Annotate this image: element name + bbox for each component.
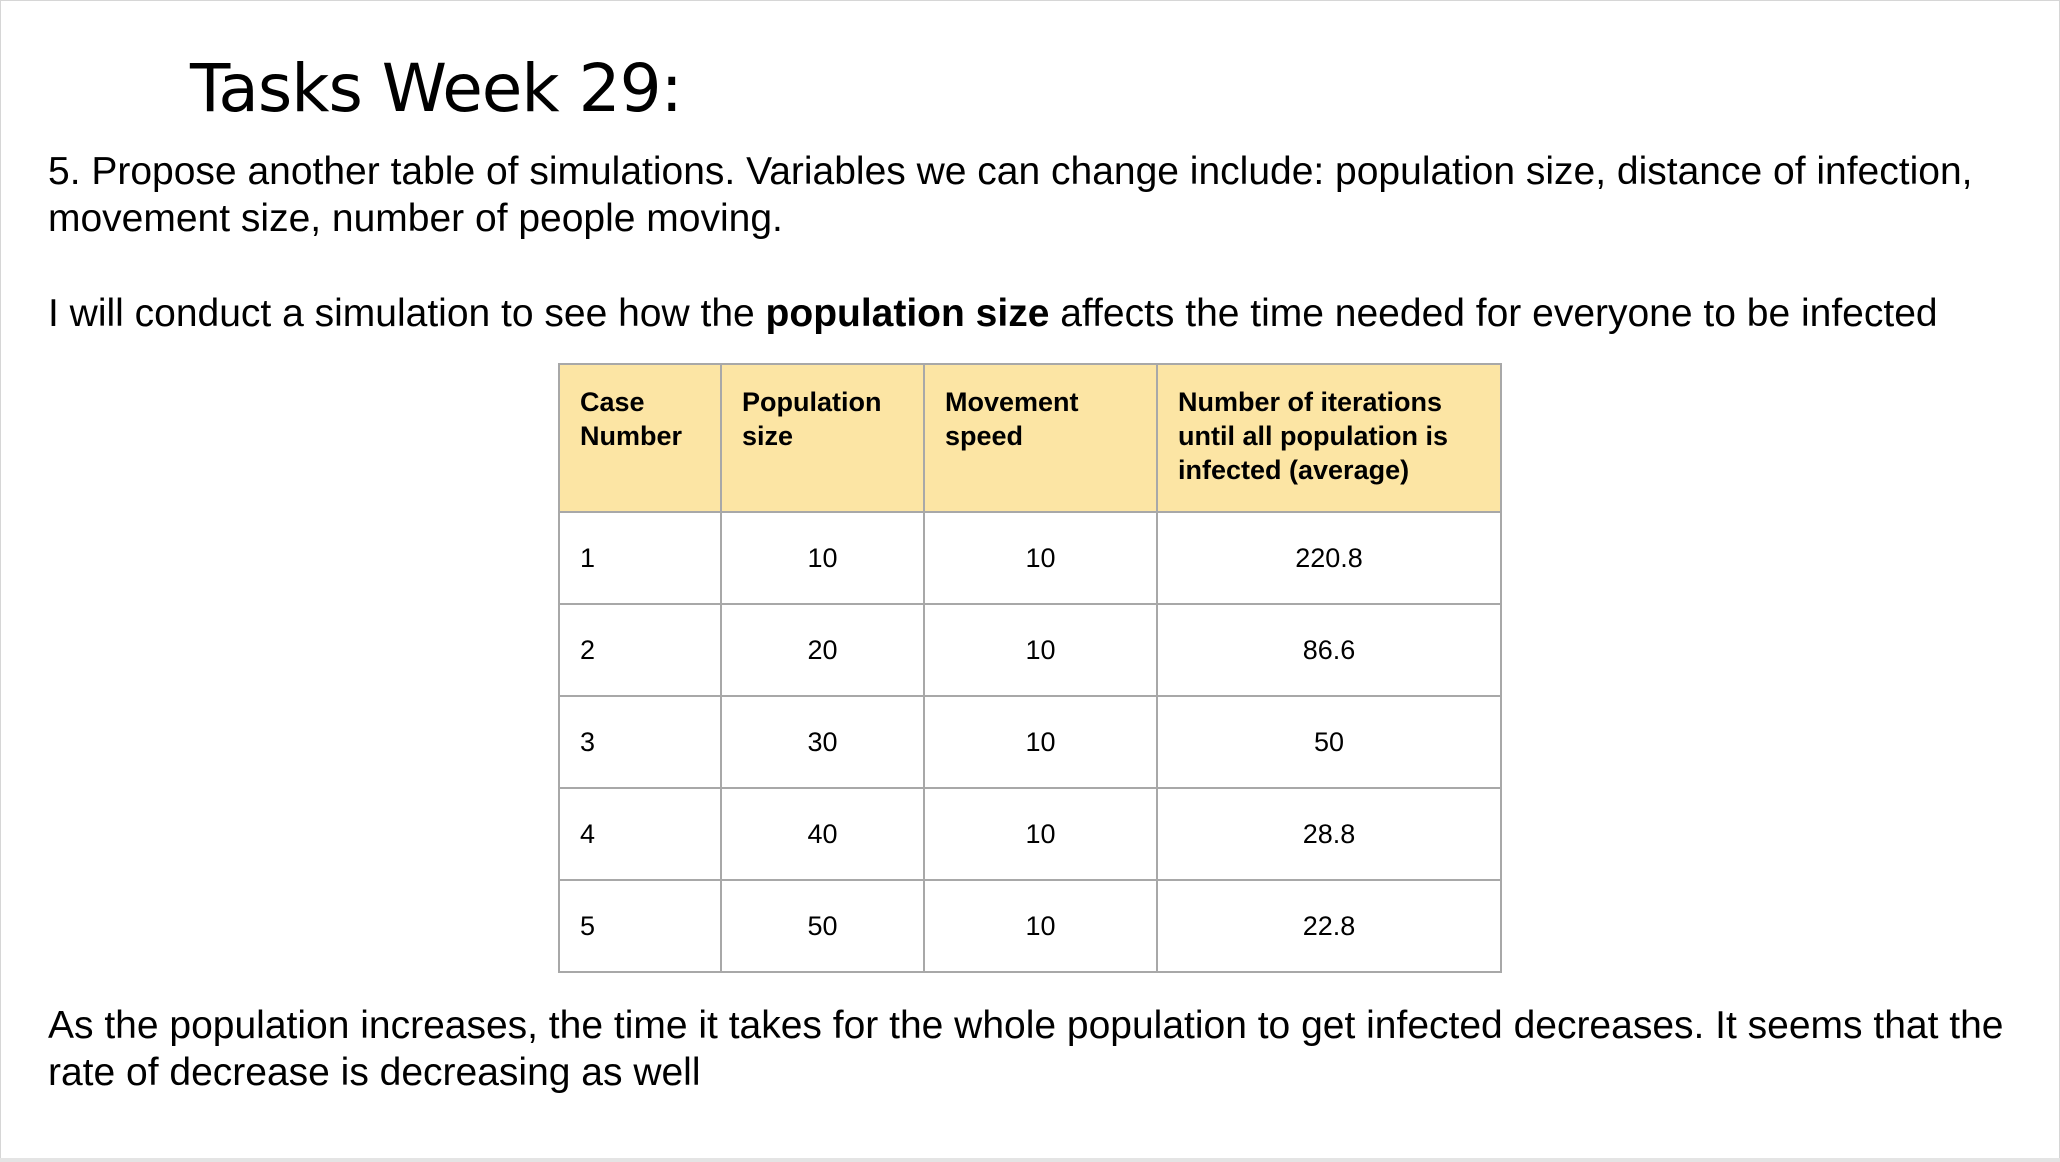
intro-text-after: affects the time needed for everyone to … (1049, 292, 1938, 335)
cell-population: 20 (720, 603, 925, 697)
cell-case: 2 (558, 603, 722, 697)
cell-population: 40 (720, 787, 925, 881)
cell-case: 4 (558, 787, 722, 881)
table-row: 5 50 10 22.8 (558, 879, 1502, 973)
simulation-table: Case Number Population size Movement spe… (558, 363, 1502, 973)
table-header-row: Case Number Population size Movement spe… (558, 363, 1502, 513)
cell-case: 5 (558, 879, 722, 973)
table-row: 2 20 10 86.6 (558, 603, 1502, 697)
cell-speed: 10 (923, 603, 1158, 697)
cell-speed: 10 (923, 879, 1158, 973)
conclusion-paragraph: As the population increases, the time it… (48, 1004, 2004, 1094)
header-case-number: Case Number (558, 363, 722, 513)
intro-text-before: I will conduct a simulation to see how t… (48, 292, 766, 335)
slide-bottom-divider (0, 1158, 2060, 1162)
cell-iterations: 220.8 (1156, 511, 1502, 605)
cell-iterations: 86.6 (1156, 603, 1502, 697)
header-movement-speed: Movement speed (923, 363, 1158, 513)
cell-population: 30 (720, 695, 925, 789)
cell-speed: 10 (923, 511, 1158, 605)
cell-population: 10 (720, 511, 925, 605)
table-row: 3 30 10 50 (558, 695, 1502, 789)
cell-population: 50 (720, 879, 925, 973)
cell-case: 3 (558, 695, 722, 789)
cell-iterations: 50 (1156, 695, 1502, 789)
table-row: 4 40 10 28.8 (558, 787, 1502, 881)
task-description: 5. Propose another table of simulations.… (48, 150, 1973, 240)
table-row: 1 10 10 220.8 (558, 511, 1502, 605)
intro-text-bold: population size (765, 292, 1050, 335)
header-iterations: Number of iterations until all populatio… (1156, 363, 1502, 513)
cell-speed: 10 (923, 787, 1158, 881)
header-population-size: Population size (720, 363, 925, 513)
cell-case: 1 (558, 511, 722, 605)
cell-iterations: 28.8 (1156, 787, 1502, 881)
cell-speed: 10 (923, 695, 1158, 789)
cell-iterations: 22.8 (1156, 879, 1502, 973)
slide-title: Tasks Week 29: (190, 50, 683, 127)
intro-paragraph: I will conduct a simulation to see how t… (48, 290, 2028, 337)
